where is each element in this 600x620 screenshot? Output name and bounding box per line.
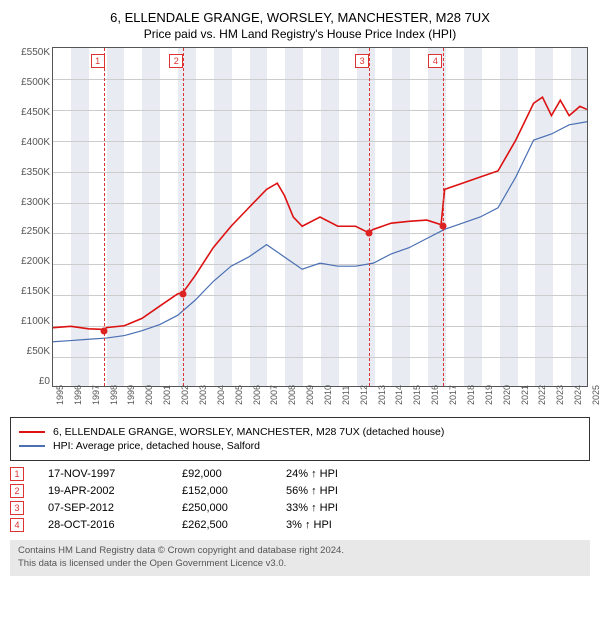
x-tick-label: 2014	[394, 385, 404, 405]
x-tick-label: 2022	[537, 385, 547, 405]
x-tick-label: 2012	[359, 385, 369, 405]
chart-subtitle: Price paid vs. HM Land Registry's House …	[8, 27, 592, 41]
x-tick-label: 2010	[323, 385, 333, 405]
legend-label-hpi: HPI: Average price, detached house, Salf…	[53, 440, 260, 452]
x-tick-label: 2004	[216, 385, 226, 405]
x-tick-label: 2020	[502, 385, 512, 405]
sale-pct: 24% ↑ HPI	[286, 468, 386, 480]
sale-pct: 56% ↑ HPI	[286, 485, 386, 497]
event-line	[104, 48, 105, 386]
sale-number-box: 4	[10, 518, 24, 532]
y-tick-label: £250K	[8, 226, 50, 237]
event-marker: 3	[355, 54, 369, 68]
x-tick-label: 2017	[448, 385, 458, 405]
footer-line-2: This data is licensed under the Open Gov…	[18, 558, 582, 571]
x-tick-label: 2018	[466, 385, 476, 405]
x-axis: 1995 1996 1997 1998 1999 2000 2001 2002 2003 2004…	[52, 387, 588, 407]
x-tick-label: 2021	[520, 385, 530, 405]
x-tick-label: 2013	[377, 385, 387, 405]
x-tick-label: 1997	[91, 385, 101, 405]
sale-row: 2 19-APR-2002 £152,000 56% ↑ HPI	[10, 484, 590, 498]
sale-pct: 3% ↑ HPI	[286, 519, 386, 531]
x-tick-label: 2003	[198, 385, 208, 405]
x-tick-label: 1999	[126, 385, 136, 405]
event-marker: 1	[91, 54, 105, 68]
sale-row: 3 07-SEP-2012 £250,000 33% ↑ HPI	[10, 501, 590, 515]
y-tick-label: £300K	[8, 197, 50, 208]
sale-number-box: 1	[10, 467, 24, 481]
sale-number-box: 2	[10, 484, 24, 498]
y-tick-label: £400K	[8, 137, 50, 148]
x-tick-label: 2025	[591, 385, 600, 405]
sale-dot	[439, 222, 446, 229]
x-tick-label: 2015	[412, 385, 422, 405]
y-tick-label: £150K	[8, 286, 50, 297]
x-tick-label: 2016	[430, 385, 440, 405]
y-tick-label: £550K	[8, 47, 50, 58]
x-tick-label: 1996	[73, 385, 83, 405]
x-tick-label: 2008	[287, 385, 297, 405]
event-line	[183, 48, 184, 386]
x-tick-label: 2007	[269, 385, 279, 405]
event-marker: 2	[169, 54, 183, 68]
y-tick-label: £100K	[8, 316, 50, 327]
legend-row-hpi: HPI: Average price, detached house, Salf…	[19, 440, 581, 452]
legend-label-property: 6, ELLENDALE GRANGE, WORSLEY, MANCHESTER…	[53, 426, 444, 438]
series-property	[53, 97, 587, 329]
sale-row: 1 17-NOV-1997 £92,000 24% ↑ HPI	[10, 467, 590, 481]
sale-price: £152,000	[182, 485, 262, 497]
sale-date: 07-SEP-2012	[48, 502, 158, 514]
x-tick-label: 1995	[55, 385, 65, 405]
x-tick-label: 2000	[144, 385, 154, 405]
x-tick-label: 2011	[341, 386, 351, 405]
x-tick-label: 2001	[162, 385, 172, 405]
sale-date: 17-NOV-1997	[48, 468, 158, 480]
x-tick-label: 2002	[180, 385, 190, 405]
event-line	[443, 48, 444, 386]
x-tick-label: 2005	[234, 385, 244, 405]
x-tick-label: 2024	[573, 385, 583, 405]
x-tick-label: 2023	[555, 385, 565, 405]
y-tick-label: £200K	[8, 256, 50, 267]
legend: 6, ELLENDALE GRANGE, WORSLEY, MANCHESTER…	[10, 417, 590, 461]
event-line	[369, 48, 370, 386]
sale-price: £262,500	[182, 519, 262, 531]
x-tick-label: 1998	[109, 385, 119, 405]
y-tick-label: £0	[8, 376, 50, 387]
sale-price: £250,000	[182, 502, 262, 514]
sale-dot	[180, 291, 187, 298]
line-series	[53, 48, 587, 386]
sale-price: £92,000	[182, 468, 262, 480]
x-tick-label: 2006	[252, 385, 262, 405]
legend-row-property: 6, ELLENDALE GRANGE, WORSLEY, MANCHESTER…	[19, 426, 581, 438]
sale-pct: 33% ↑ HPI	[286, 502, 386, 514]
y-tick-label: £350K	[8, 167, 50, 178]
legend-swatch-property	[19, 431, 45, 433]
y-axis: £550K £500K £450K £400K £350K £300K £250K £200K…	[8, 47, 50, 387]
footer: Contains HM Land Registry data © Crown c…	[10, 540, 590, 576]
chart: £550K £500K £450K £400K £350K £300K £250K £200K…	[8, 47, 592, 407]
footer-line-1: Contains HM Land Registry data © Crown c…	[18, 545, 582, 558]
sale-dot	[365, 230, 372, 237]
sale-date: 19-APR-2002	[48, 485, 158, 497]
event-marker: 4	[428, 54, 442, 68]
plot-area: 1 2 3 4	[52, 47, 588, 387]
chart-title: 6, ELLENDALE GRANGE, WORSLEY, MANCHESTER…	[8, 10, 592, 25]
sale-number-box: 3	[10, 501, 24, 515]
y-tick-label: £450K	[8, 107, 50, 118]
x-tick-label: 2019	[484, 385, 494, 405]
x-tick-label: 2009	[305, 385, 315, 405]
sale-date: 28-OCT-2016	[48, 519, 158, 531]
legend-swatch-hpi	[19, 445, 45, 447]
sale-row: 4 28-OCT-2016 £262,500 3% ↑ HPI	[10, 518, 590, 532]
sale-dot	[101, 328, 108, 335]
y-tick-label: £50K	[8, 346, 50, 357]
y-tick-label: £500K	[8, 77, 50, 88]
sales-table: 1 17-NOV-1997 £92,000 24% ↑ HPI 2 19-APR-2002…	[10, 467, 590, 532]
